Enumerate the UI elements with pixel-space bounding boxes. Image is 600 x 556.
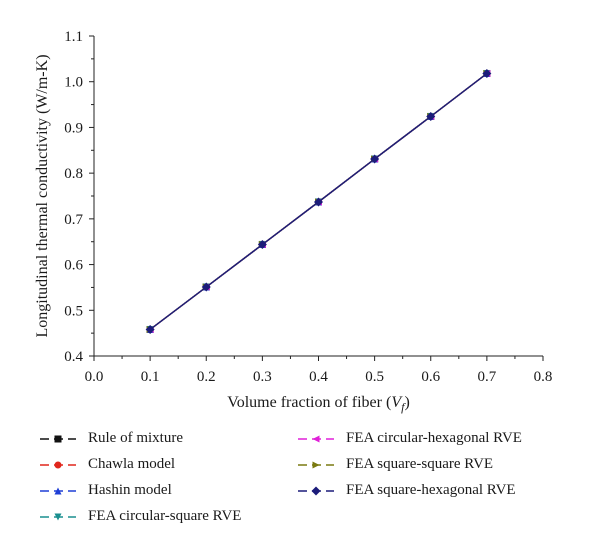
y-tick-label: 1.0 [64,75,83,91]
y-tick-label: 0.7 [64,212,83,228]
x-axis-label-close: ) [404,394,409,411]
y-tick-label: 0.6 [64,258,83,274]
y-tick-label: 0.4 [64,349,83,365]
x-axis-label-text: Volume fraction of fiber ( [227,394,391,411]
plot-series [145,68,492,334]
x-axis-label-subscript: f [401,400,406,414]
x-tick-label: 0.2 [197,369,216,385]
data-point [370,154,380,164]
axis-labels: Longitudinal thermal conductivity (W/m-K… [34,54,410,414]
data-point [257,239,267,249]
y-tick-label: 1.1 [64,29,83,45]
y-tick-label: 0.8 [64,166,83,182]
x-tick-label: 0.8 [534,369,553,385]
y-tick-label: 0.9 [64,120,83,136]
data-point [426,111,436,121]
x-axis-label: Volume fraction of fiber (Vf) [227,394,410,414]
x-tick-label: 0.6 [421,369,440,385]
series-6 [145,68,492,334]
data-point [145,324,155,334]
x-axis-label-variable: V [391,394,403,411]
x-tick-label: 0.7 [478,369,497,385]
data-point [201,282,211,292]
y-axis-label: Longitudinal thermal conductivity (W/m-K… [34,54,51,337]
x-tick-label: 0.3 [253,369,272,385]
data-point [482,68,492,78]
plot-axes: 0.0 0.1 0.2 0.3 0.4 0.5 0.6 0.7 0.8 0.4 0.5 0.6 0.7 0… [64,29,552,385]
x-tick-label: 0.0 [85,369,104,385]
y-tick-label: 0.5 [64,303,83,319]
x-tick-label: 0.1 [141,369,160,385]
x-tick-label: 0.4 [309,369,328,385]
data-point [314,197,323,207]
x-tick-label: 0.5 [365,369,384,385]
